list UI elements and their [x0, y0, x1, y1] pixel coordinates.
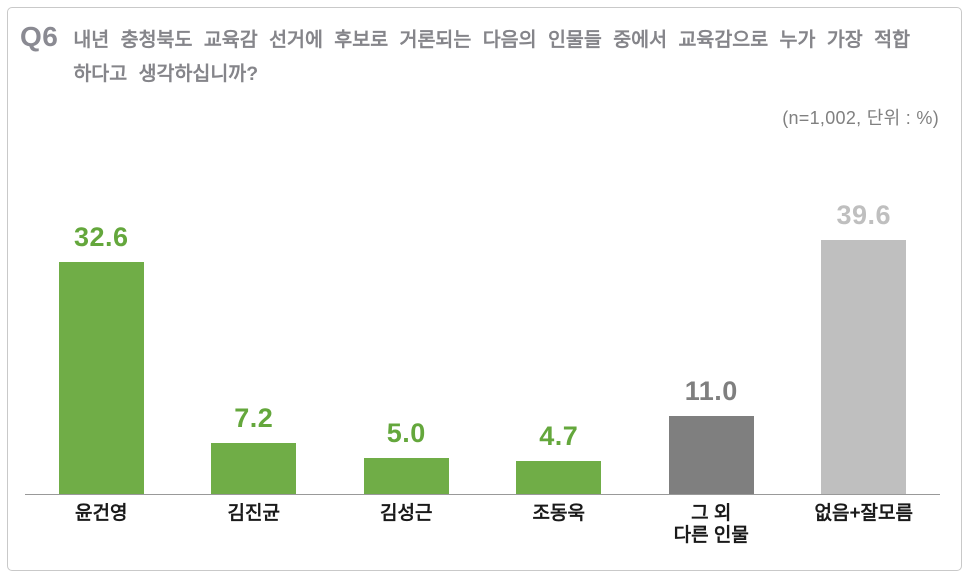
category-row: 윤건영 김진균 김성근 조동욱 그 외 다른 인물 없음+잘모름 — [25, 498, 940, 547]
category-label: 김진균 — [227, 503, 280, 524]
bar-value-label: 11.0 — [684, 376, 738, 406]
bar-column-4: 4.7 — [483, 200, 636, 494]
category-label: 윤건영 — [75, 503, 128, 524]
bar — [668, 416, 754, 494]
bar — [821, 240, 907, 494]
category-label: 그 외 다른 인물 — [673, 503, 749, 546]
bar-column-5: 11.0 — [635, 200, 788, 494]
bar-column-3: 5.0 — [330, 200, 483, 494]
question-number: Q6 — [20, 21, 59, 52]
category-label: 없음+잘모름 — [814, 503, 914, 524]
bar-column-1: 32.6 — [25, 200, 178, 494]
category-label: 김성근 — [380, 503, 433, 524]
bar — [363, 458, 449, 494]
question-header: Q6 내년 충청북도 교육감 선거에 후보로 거론되는 다음의 인물들 중에서 … — [20, 20, 925, 91]
plot-area: 32.6 7.2 5.0 4.7 11.0 39.6 — [25, 200, 940, 495]
bar-column-6: 39.6 — [788, 200, 941, 494]
bar-value-label: 4.7 — [539, 421, 579, 451]
bar — [58, 262, 144, 494]
category-label: 조동욱 — [532, 503, 585, 524]
bar — [516, 461, 602, 494]
sample-size-note: (n=1,002, 단위 : %) — [782, 108, 939, 128]
bar-value-label: 5.0 — [386, 418, 426, 448]
question-text: 내년 충청북도 교육감 선거에 후보로 거론되는 다음의 인물들 중에서 교육감… — [73, 29, 911, 85]
bar — [211, 443, 297, 494]
bar-value-label: 39.6 — [836, 200, 892, 230]
bar-value-label: 7.2 — [234, 403, 274, 433]
bar-column-2: 7.2 — [178, 200, 331, 494]
bar-value-label: 32.6 — [73, 222, 129, 252]
